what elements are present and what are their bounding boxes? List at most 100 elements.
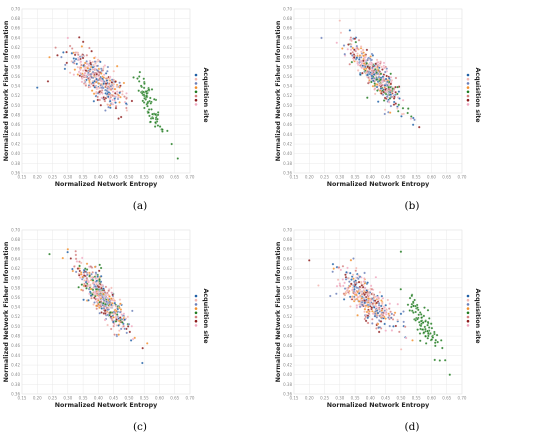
data-point [106,103,110,107]
data-point [396,92,399,96]
data-point [119,327,123,331]
data-point [356,61,359,65]
data-point [101,69,105,72]
data-point [106,313,110,317]
x-tick-label: 0.25 [48,175,57,180]
data-point [110,286,113,290]
data-point [96,98,100,102]
data-point [93,265,97,269]
data-point [77,36,81,39]
x-tick-label: 0.45 [381,175,390,180]
data-point [92,63,96,67]
data-point [389,72,392,76]
data-point [353,295,356,299]
x-tick-label: 0.25 [320,396,329,401]
data-point [373,299,377,302]
x-tick-label: 0.35 [351,175,360,180]
data-point [384,70,387,74]
data-point [369,284,373,288]
data-point [107,289,110,293]
data-point [387,100,391,104]
data-point [338,282,342,285]
data-point [112,85,115,88]
data-point [355,286,359,289]
data-point [118,316,122,319]
data-point [154,113,157,116]
data-point [379,72,383,76]
data-point [121,321,124,324]
data-point [378,291,382,294]
data-point [355,306,359,309]
data-point [129,339,133,342]
data-point [88,265,91,268]
data-point [77,286,80,289]
data-point [35,86,39,89]
data-point [390,329,394,332]
data-point [416,306,419,309]
data-point [126,315,130,319]
data-point [419,319,423,323]
x-tick-label: 0.70 [186,175,195,180]
data-point [375,301,379,305]
data-point [384,88,387,91]
data-point [70,47,74,50]
data-point [406,111,409,115]
caption-d: (d) [405,421,420,433]
data-point [367,80,371,84]
data-point [99,305,103,308]
y-tick-label: 0.50 [11,324,20,329]
data-point [371,322,374,325]
data-point [87,299,90,302]
data-point [85,287,88,290]
data-point [359,281,363,285]
data-point [80,54,83,57]
y-axis-title: Normalized Network Fisher Information [3,21,10,162]
y-tick-label: 0.42 [283,362,292,367]
data-point [411,123,415,127]
data-point [386,298,390,302]
data-point [355,304,359,307]
data-point [92,92,96,95]
data-point [362,62,366,65]
points [320,19,421,129]
data-point [354,269,358,273]
data-point [112,316,115,319]
data-point [113,87,117,91]
data-point [83,61,87,65]
data-point [385,95,389,99]
data-point [367,76,370,80]
data-point [136,77,139,80]
data-point [396,302,400,306]
data-point [376,63,380,66]
y-tick-label: 0.50 [11,103,20,108]
x-tick-label: 0.60 [427,396,436,401]
data-point [424,342,428,345]
data-point [335,292,338,296]
data-point [424,327,427,331]
legend-symbol [466,307,470,310]
points [48,248,149,365]
data-point [176,157,180,160]
y-tick-label: 0.66 [283,247,292,252]
y-tick-label: 0.44 [11,132,20,137]
data-point [317,284,320,287]
data-point [346,288,349,292]
data-point [359,290,363,293]
data-point [349,36,353,39]
data-point [104,82,108,85]
data-point [410,305,413,309]
data-point [343,287,347,290]
data-point [113,301,117,305]
y-tick-label: 0.56 [283,74,292,79]
data-point [363,56,367,59]
data-point [91,271,94,274]
data-point [81,56,85,60]
y-tick-label: 0.52 [11,93,20,98]
data-point [94,277,97,280]
data-point [86,273,89,277]
data-point [125,106,128,110]
data-point [106,95,110,99]
data-point [115,313,119,316]
data-point [356,314,359,317]
